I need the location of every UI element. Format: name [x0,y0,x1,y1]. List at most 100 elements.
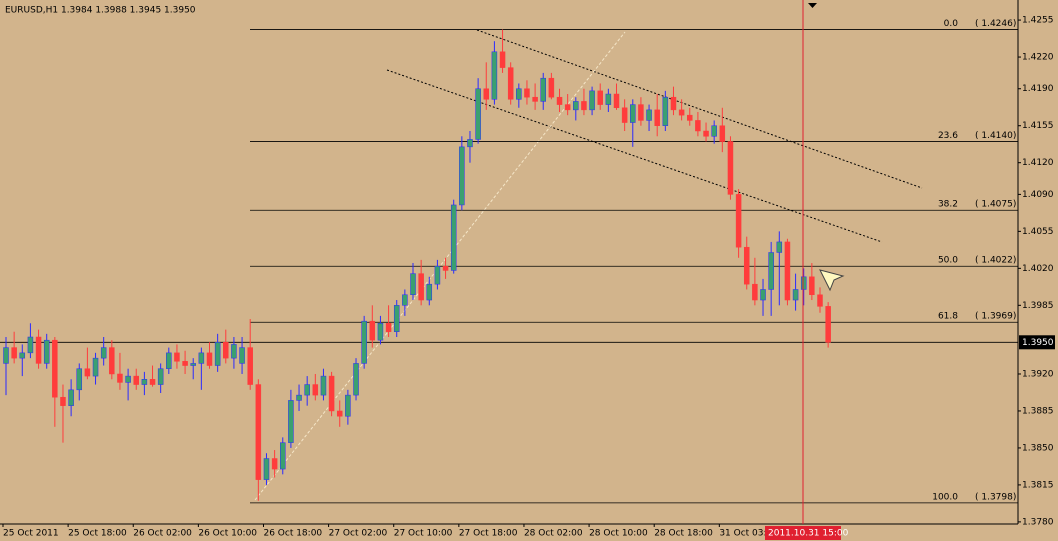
candle-body [752,283,758,301]
x-tick-label: 26 Oct 10:00 [198,529,257,539]
candle-body [410,273,416,296]
candle-body [784,241,791,301]
candle-body [263,458,270,480]
crosshair-label-box [765,526,841,540]
candle-body [141,379,148,385]
candle-body [76,368,83,391]
candle-body [3,347,9,364]
candle-body [556,96,563,105]
candle-body [760,289,766,301]
fib-level: 100.0 [932,492,958,502]
candle-body [450,204,457,271]
plot: 1.4255 1.4220 1.4190 1.4155 1.4120 1.4090 1.40… [0,16,1055,539]
candle-body [418,273,424,301]
y-tick-label: 1.4220 [1022,53,1054,63]
candle-body [182,361,188,366]
y-tick-label: 1.4120 [1022,158,1054,168]
candle-body [605,93,612,105]
x-tick-label: 25 Oct 18:00 [68,529,127,539]
x-tick-label: 26 Oct 18:00 [263,529,322,539]
candle-body [393,305,400,332]
candle-body [125,375,131,383]
fib-level: 50.0 [938,256,958,266]
candle-body [174,352,180,362]
candle-body [768,252,774,290]
candle-body [711,125,717,137]
candle-body [231,344,237,359]
candle-body [589,90,595,111]
candle-body [735,194,742,248]
candle-body [402,294,408,306]
fib-price-label: ( 1.4075) [975,200,1016,210]
candle-body [109,347,115,375]
candle-body [239,347,245,364]
candle-body [60,396,66,406]
candle-body [361,320,367,364]
x-tick-label: 28 Oct 02:00 [524,529,583,539]
candle-body [817,294,823,307]
candle-body [491,51,498,100]
x-tick-label: 28 Oct 10:00 [589,529,648,539]
candle-body [117,373,123,383]
channel-line [476,29,923,189]
bid-label: 1.3950 [1022,338,1054,348]
candle-body [296,394,302,401]
fib-level: 23.6 [938,131,958,141]
candle-body [328,375,335,412]
fib-level: 38.2 [938,200,958,210]
candle-body [459,146,465,206]
candle-body [499,51,506,68]
x-tick-label: 27 Oct 02:00 [329,529,388,539]
candle-body [678,109,685,116]
candle-body [35,336,42,364]
fib-level: 0.0 [944,19,959,29]
fib-price-label: ( 1.4022) [975,256,1016,266]
candle-body [149,379,156,385]
y-tick-label: 1.3920 [1022,369,1054,379]
x-tick-label: 27 Oct 10:00 [394,529,453,539]
candle-body [695,120,701,132]
candle-body [206,352,213,366]
candle-body [434,265,441,285]
candle-body [385,323,392,332]
candle-body [52,339,58,398]
candle-body [532,96,538,102]
y-tick-label: 1.3780 [1022,517,1054,527]
candle-body [288,400,294,443]
fib-price-label: ( 1.4140) [975,131,1016,141]
candle-body [483,88,490,100]
candle-body [467,139,473,148]
candle-body [638,104,644,121]
candle-body [475,88,481,140]
y-tick-label: 1.4155 [1022,121,1054,131]
x-tick-label: 28 Oct 18:00 [654,529,713,539]
x-tick-label: 27 Oct 18:00 [459,529,518,539]
candle-body [654,109,660,126]
y-tick-label: 1.4090 [1022,190,1054,200]
candle-body [84,368,91,377]
x-tick-label: 26 Oct 02:00 [133,529,192,539]
candle-body [312,384,319,396]
candle-body [214,342,221,366]
chart-title: EURUSD,H1 1.3984 1.3988 1.3945 1.3950 [5,6,196,16]
candle-body [157,368,164,385]
candle-body [92,357,99,377]
candle-body [426,283,433,301]
candle-body [43,339,50,364]
candle-body [719,125,726,142]
y-tick-label: 1.4020 [1022,264,1054,274]
fib-trend-line [254,31,626,501]
y-tick-label: 1.3850 [1022,443,1054,453]
candle-body [255,384,262,480]
candle-body [166,352,172,369]
candle-body [662,96,669,126]
candle-body [516,88,522,100]
candle-body [727,141,734,195]
candle-body [442,265,449,271]
y-tick-label: 1.4255 [1022,16,1054,26]
channel-line [386,69,883,243]
x-tick-label: 31 Oct 03:00 [719,529,778,539]
x-tick-label: 25 Oct 2011 [3,529,59,539]
